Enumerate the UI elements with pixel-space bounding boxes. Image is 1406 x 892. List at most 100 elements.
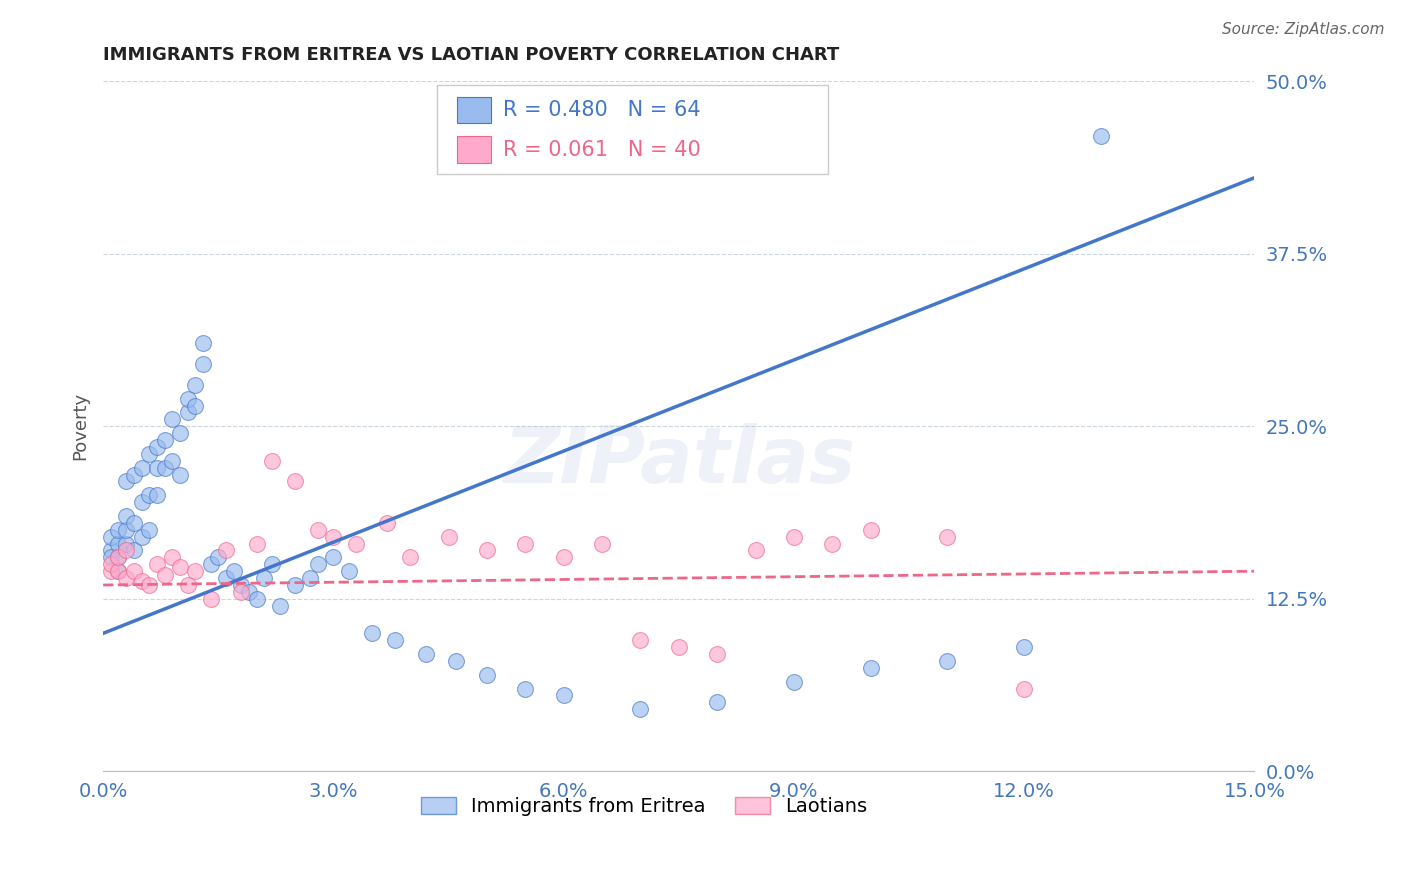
Point <box>346 536 368 550</box>
Point <box>322 550 344 565</box>
Point <box>399 550 422 565</box>
Point <box>115 536 138 550</box>
Point <box>591 536 613 550</box>
Point <box>246 536 269 550</box>
Point <box>115 571 138 585</box>
Point <box>107 550 129 565</box>
Point <box>184 564 207 578</box>
Bar <box>457 136 491 162</box>
Point <box>515 536 537 550</box>
Point <box>131 574 153 588</box>
Point <box>337 564 360 578</box>
Point <box>100 530 122 544</box>
Point <box>107 564 129 578</box>
Point <box>122 564 145 578</box>
Point <box>222 564 245 578</box>
Point <box>375 516 398 530</box>
Point <box>1012 640 1035 654</box>
Point <box>821 536 844 550</box>
Point <box>859 661 882 675</box>
Point <box>115 523 138 537</box>
Point <box>131 530 153 544</box>
Y-axis label: Poverty: Poverty <box>72 392 89 460</box>
Point <box>253 571 276 585</box>
Point <box>191 336 214 351</box>
Point <box>299 571 322 585</box>
Point <box>146 440 169 454</box>
Point <box>115 508 138 523</box>
Point <box>200 558 222 572</box>
Point <box>415 647 437 661</box>
Point <box>553 689 575 703</box>
Point <box>122 467 145 482</box>
Point <box>153 460 176 475</box>
Point <box>628 702 651 716</box>
FancyBboxPatch shape <box>437 85 828 174</box>
Point <box>115 543 138 558</box>
Point <box>744 543 766 558</box>
Point <box>360 626 382 640</box>
Point <box>215 543 238 558</box>
Point <box>260 558 283 572</box>
Point <box>138 488 160 502</box>
Point <box>238 585 260 599</box>
Point <box>515 681 537 696</box>
Point <box>107 536 129 550</box>
Point <box>184 399 207 413</box>
Point <box>384 633 406 648</box>
Point <box>176 405 198 419</box>
Point <box>122 543 145 558</box>
Point <box>169 467 191 482</box>
Point <box>138 447 160 461</box>
Point <box>1012 681 1035 696</box>
Point <box>100 558 122 572</box>
Point <box>169 560 191 574</box>
Point <box>668 640 690 654</box>
Point <box>207 550 229 565</box>
Point <box>215 571 238 585</box>
Bar <box>457 96 491 123</box>
Point <box>307 523 329 537</box>
Text: R = 0.061   N = 40: R = 0.061 N = 40 <box>503 140 700 160</box>
Point <box>146 558 169 572</box>
Point <box>176 578 198 592</box>
Text: ZIPatlas: ZIPatlas <box>503 423 855 499</box>
Point <box>475 543 498 558</box>
Point <box>936 654 959 668</box>
Point <box>260 454 283 468</box>
Point <box>131 495 153 509</box>
Point <box>115 475 138 489</box>
Point <box>231 585 253 599</box>
Point <box>269 599 291 613</box>
Point <box>100 564 122 578</box>
Point <box>107 564 129 578</box>
Point <box>153 568 176 582</box>
Point <box>138 578 160 592</box>
Point <box>859 523 882 537</box>
Point <box>322 530 344 544</box>
Point <box>107 523 129 537</box>
Point <box>475 667 498 681</box>
Point <box>146 488 169 502</box>
Point <box>444 654 467 668</box>
Point <box>706 695 728 709</box>
Point <box>184 377 207 392</box>
Point <box>246 591 269 606</box>
Text: IMMIGRANTS FROM ERITREA VS LAOTIAN POVERTY CORRELATION CHART: IMMIGRANTS FROM ERITREA VS LAOTIAN POVER… <box>103 46 839 64</box>
Point <box>1090 129 1112 144</box>
Point <box>783 674 806 689</box>
Point <box>100 543 122 558</box>
Point <box>131 460 153 475</box>
Point <box>169 426 191 441</box>
Point <box>284 578 307 592</box>
Point <box>153 433 176 447</box>
Point <box>284 475 307 489</box>
Legend: Immigrants from Eritrea, Laotians: Immigrants from Eritrea, Laotians <box>413 789 876 824</box>
Point <box>231 578 253 592</box>
Point <box>176 392 198 406</box>
Point <box>191 357 214 371</box>
Point <box>437 530 460 544</box>
Point <box>100 550 122 565</box>
Point <box>200 591 222 606</box>
Point <box>160 550 183 565</box>
